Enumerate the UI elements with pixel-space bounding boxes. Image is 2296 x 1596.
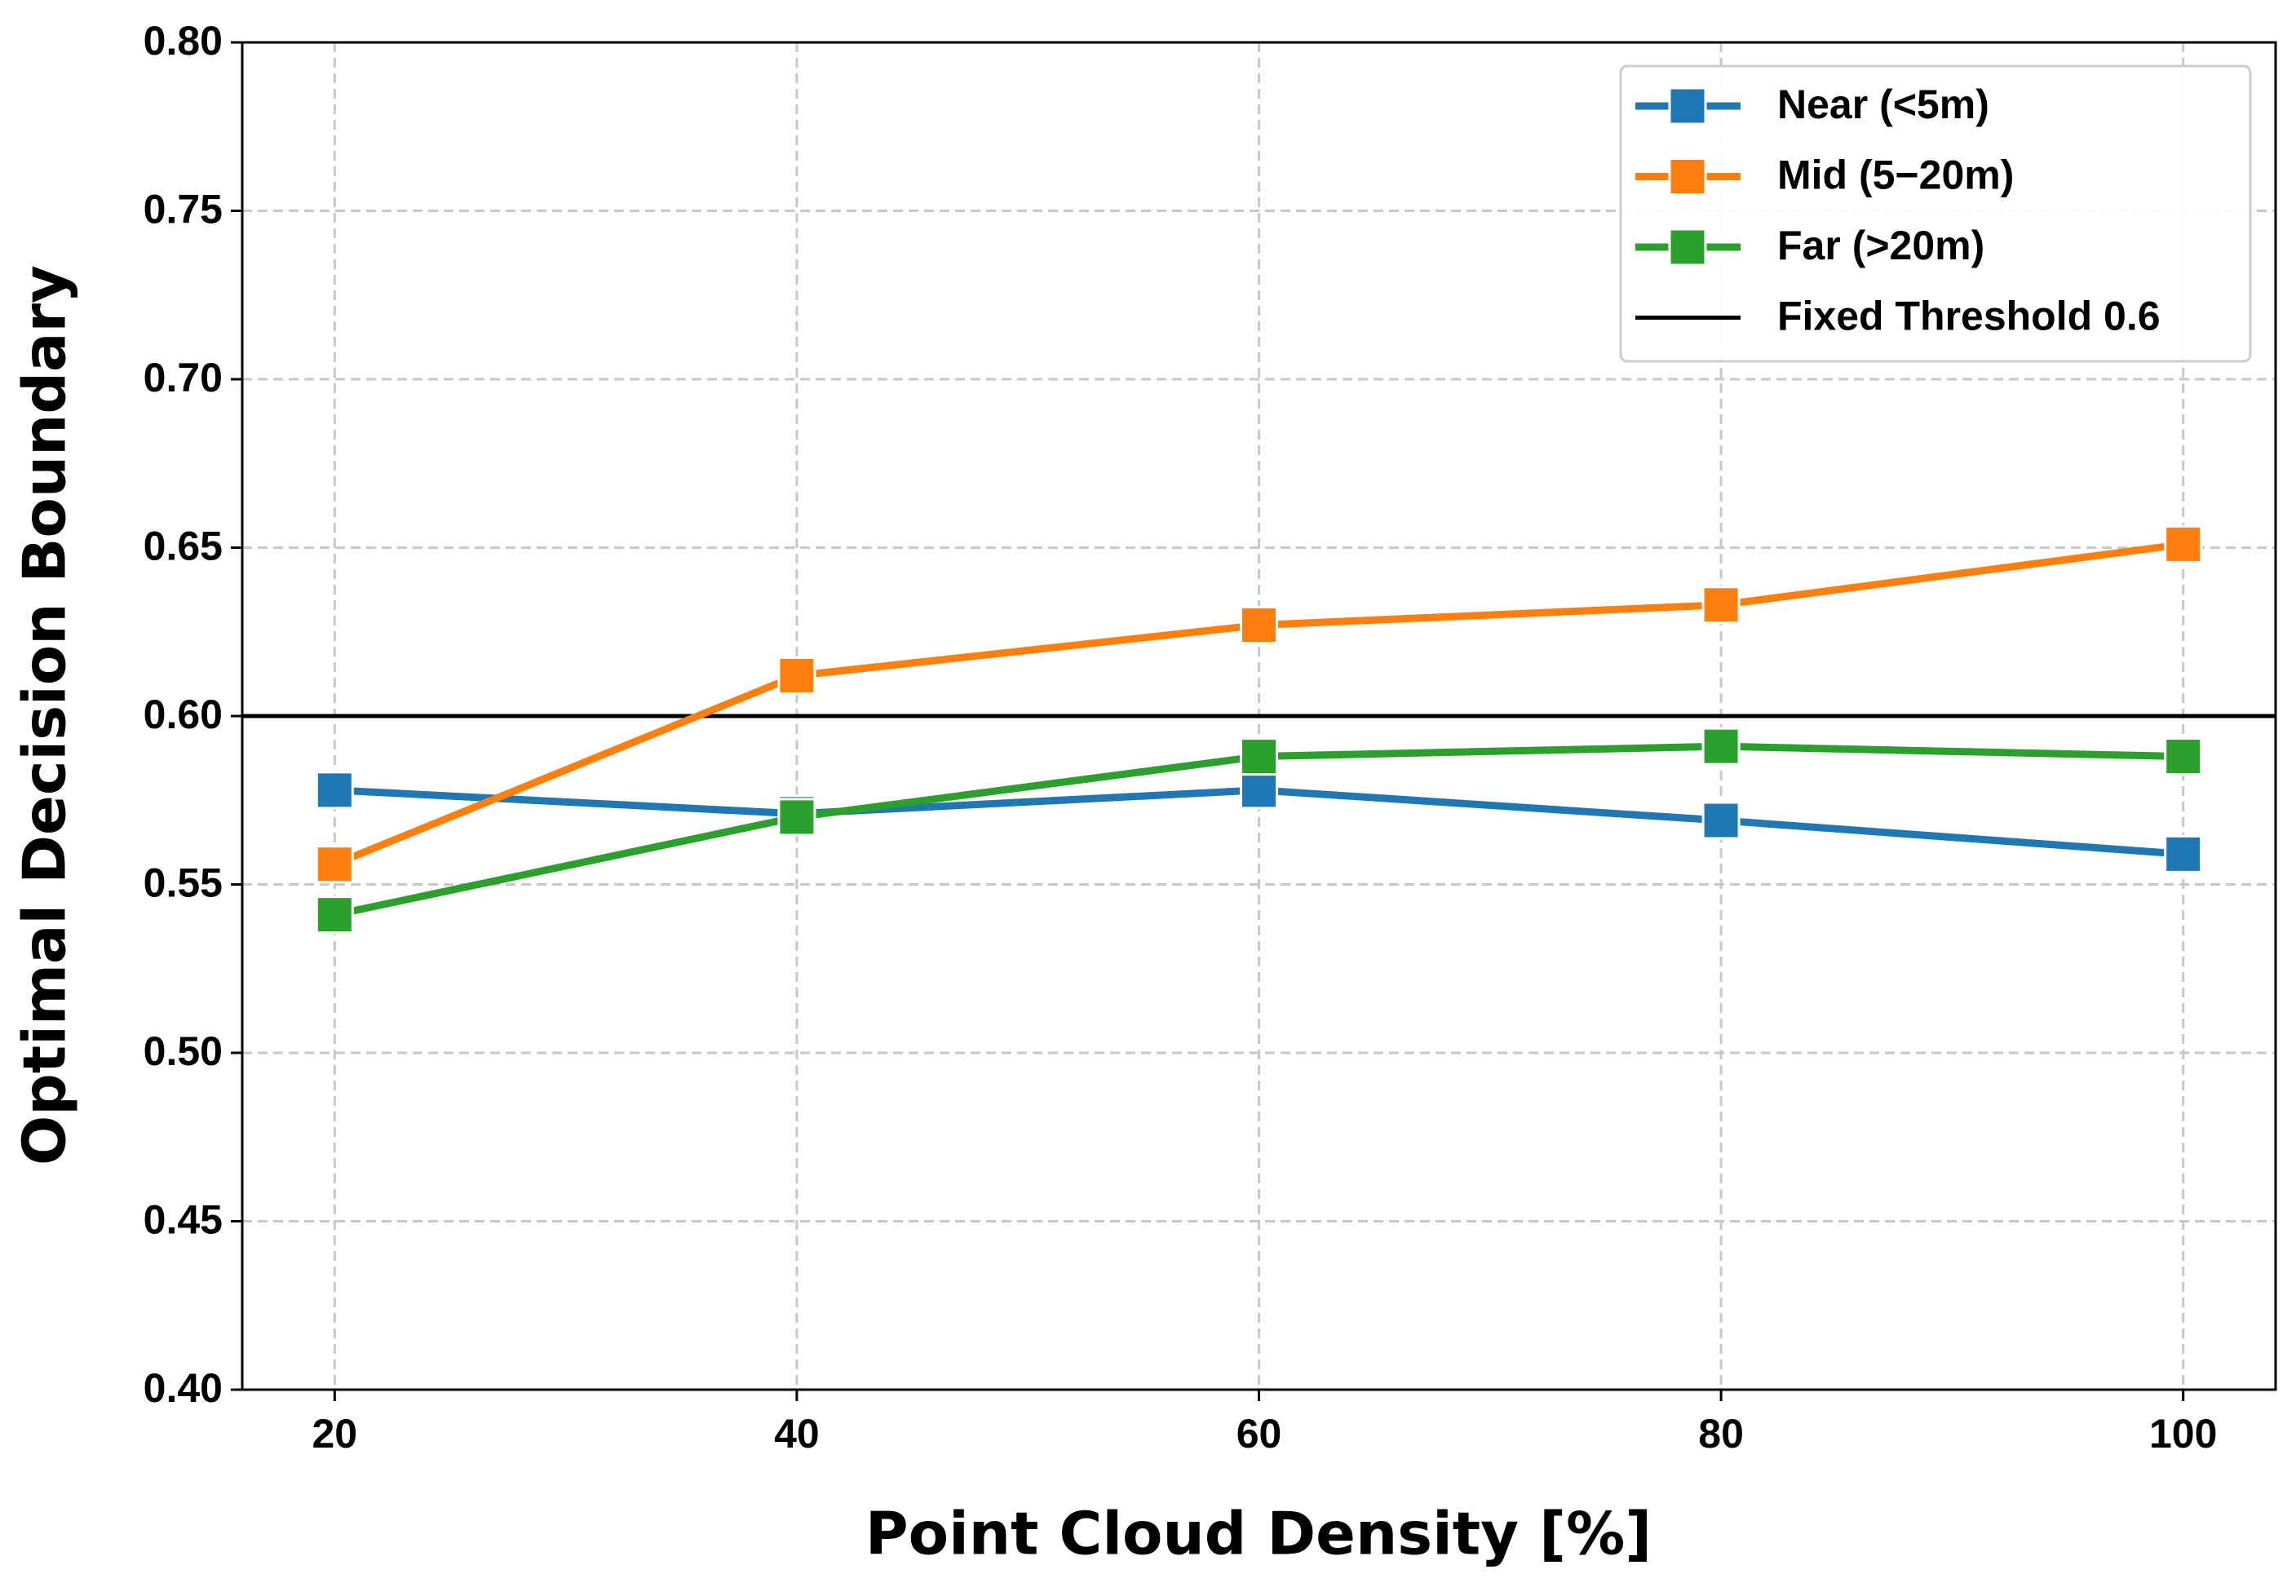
y-tick-label: 0.75: [144, 187, 223, 232]
legend-marker: [1668, 228, 1707, 267]
legend-marker: [1668, 157, 1707, 196]
marker: [777, 656, 816, 695]
x-tick-label: 80: [1698, 1411, 1744, 1457]
legend-label: Mid (5−20m): [1777, 153, 2014, 198]
marker: [315, 771, 354, 810]
marker: [2164, 524, 2203, 564]
marker: [1701, 801, 1741, 840]
y-tick-label: 0.80: [144, 18, 223, 64]
marker: [777, 798, 816, 837]
x-tick-label: 40: [774, 1411, 820, 1457]
marker: [1701, 727, 1741, 766]
y-tick-label: 0.40: [144, 1365, 223, 1411]
legend-marker: [1668, 86, 1707, 126]
marker: [1240, 605, 1278, 644]
y-tick-label: 0.50: [144, 1028, 223, 1074]
x-tick-label: 20: [312, 1411, 358, 1457]
marker: [1240, 737, 1278, 776]
y-tick-label: 0.55: [144, 860, 223, 906]
x-axis-label: Point Cloud Density [%]: [865, 1500, 1652, 1568]
marker: [315, 845, 354, 884]
marker: [1701, 586, 1741, 625]
marker: [2164, 834, 2203, 873]
marker: [1240, 771, 1278, 810]
legend-label: Near (<5m): [1777, 82, 1989, 127]
x-tick-label: 60: [1236, 1411, 1282, 1457]
y-tick-label: 0.45: [144, 1197, 223, 1243]
y-tick-label: 0.60: [144, 692, 223, 737]
y-tick-label: 0.65: [144, 524, 223, 569]
legend-box: [1619, 64, 2252, 363]
y-axis-label: Optimal Decision Boundary: [11, 265, 79, 1165]
legend-label: Far (>20m): [1777, 223, 1984, 268]
marker: [2164, 737, 2203, 776]
y-tick-label: 0.70: [144, 355, 223, 400]
legend-label: Fixed Threshold 0.6: [1777, 294, 2161, 339]
marker: [315, 895, 354, 935]
x-tick-label: 100: [2149, 1411, 2217, 1457]
